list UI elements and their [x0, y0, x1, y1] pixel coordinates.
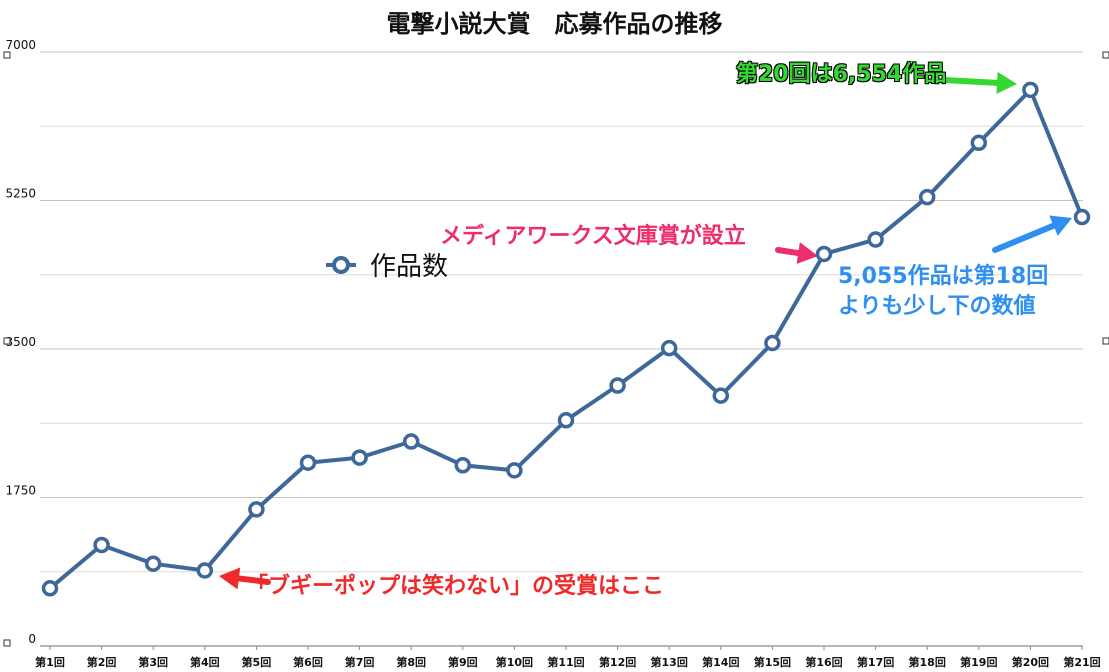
data-point [454, 457, 472, 474]
x-tick-label: 第11回 [547, 655, 584, 669]
x-tick-label: 第18回 [909, 655, 946, 669]
data-point [970, 134, 988, 152]
x-tick-label: 第10回 [496, 655, 533, 669]
selection-handle [3, 337, 11, 345]
data-point [506, 462, 523, 479]
x-tick-label: 第20回 [1012, 655, 1049, 669]
x-tick-label: 第15回 [754, 655, 791, 669]
data-point [1073, 208, 1091, 226]
data-point [299, 454, 317, 471]
data-point [248, 501, 265, 518]
data-point [196, 562, 214, 579]
data-point [351, 449, 368, 466]
data-point [144, 555, 162, 572]
series-line [48, 87, 1084, 590]
x-tick-label: 第4回 [190, 655, 220, 669]
data-point [867, 231, 884, 248]
data-point [712, 387, 730, 404]
data-point [609, 377, 626, 394]
data-point [764, 334, 781, 352]
data-point [93, 536, 110, 554]
arrow-peak-head [996, 71, 1017, 94]
arrow-latest-head [1049, 215, 1072, 236]
x-tick-label: 第1回 [35, 655, 65, 669]
y-tick-label: 1750 [5, 484, 36, 498]
annotation-mediaworks: メディアワークス文庫賞が設立 [440, 224, 746, 249]
x-tick-label: 第17回 [857, 655, 894, 669]
x-tick-label: 第16回 [805, 655, 842, 669]
arrow-boogiepop-shaft [235, 575, 271, 585]
y-tick-label: 5250 [5, 187, 36, 201]
x-tick-label: 第5回 [242, 655, 272, 669]
x-tick-label: 第9回 [448, 655, 478, 669]
grid-lines [40, 51, 1083, 647]
data-point [1022, 81, 1039, 99]
data-point [402, 433, 420, 450]
legend: 作品数 [326, 246, 448, 283]
x-tick-label: 第6回 [293, 655, 323, 669]
annotation-arrows [219, 71, 1072, 590]
legend-marker-icon [326, 255, 356, 274]
arrow-mediaworks-shaft [775, 247, 802, 257]
data-point [815, 245, 833, 263]
annotation-boogiepop: 「ブギーポップは笑わない」の受賞はここ [246, 574, 665, 599]
chart-title: 電撃小説大賞 応募作品の推移 [386, 10, 723, 38]
arrow-boogiepop-head [219, 567, 241, 590]
data-point [918, 188, 936, 206]
y-tick-label: 7000 [5, 38, 36, 52]
x-tick-label: 第2回 [87, 655, 117, 669]
x-tick-label: 第13回 [651, 655, 688, 669]
y-tick-label: 3500 [5, 335, 36, 349]
annotation-peak: 第20回は6,554作品 [736, 62, 947, 87]
x-tick-label: 第14回 [702, 655, 739, 669]
x-tick-label: 第12回 [599, 655, 636, 669]
annotation-latest-line2: よりも少し下の数値 [838, 294, 1036, 319]
x-tick-label: 第3回 [138, 655, 168, 669]
y-tick-label: 0 [28, 632, 36, 646]
data-point [41, 580, 59, 597]
selection-handle [1102, 337, 1109, 345]
x-tick-label: 第8回 [396, 655, 426, 669]
selection-handle [3, 639, 11, 647]
data-point [557, 412, 575, 429]
x-axis-ticks: 第1回 第2回 第3回 第4回 第5回 第6回 第7回 第8回 第9回 第10回 第11回 第12回 第… [35, 646, 1101, 669]
selection-handle [1102, 51, 1109, 59]
arrow-mediaworks-head [796, 242, 818, 264]
series-layer [41, 81, 1091, 597]
y-axis-ticks: 0 1750 3500 5250 7000 [5, 38, 36, 646]
x-tick-label: 第7回 [345, 655, 375, 669]
data-point [660, 339, 678, 357]
arrow-peak-shaft [941, 77, 1001, 86]
legend-label: 作品数 [370, 252, 449, 282]
annotation-latest-line1: 5,055作品は第18回 [838, 264, 1049, 289]
x-tick-label: 第21回 [1063, 655, 1100, 669]
x-tick-label: 第19回 [960, 655, 997, 669]
selection-handle [3, 51, 11, 59]
arrow-latest-shaft [992, 222, 1057, 253]
selection-handles [3, 51, 1109, 647]
